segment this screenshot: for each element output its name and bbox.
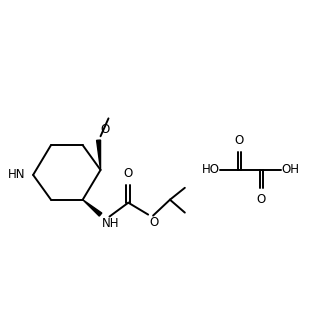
Text: O: O <box>256 193 266 206</box>
Text: O: O <box>124 167 133 180</box>
Text: O: O <box>101 123 110 136</box>
Text: O: O <box>149 215 158 229</box>
Text: OH: OH <box>281 163 299 177</box>
Text: O: O <box>235 134 244 147</box>
Polygon shape <box>83 200 102 216</box>
Text: HO: HO <box>202 163 219 177</box>
Polygon shape <box>97 140 101 170</box>
Text: HN: HN <box>8 168 25 182</box>
Text: NH: NH <box>102 216 119 230</box>
